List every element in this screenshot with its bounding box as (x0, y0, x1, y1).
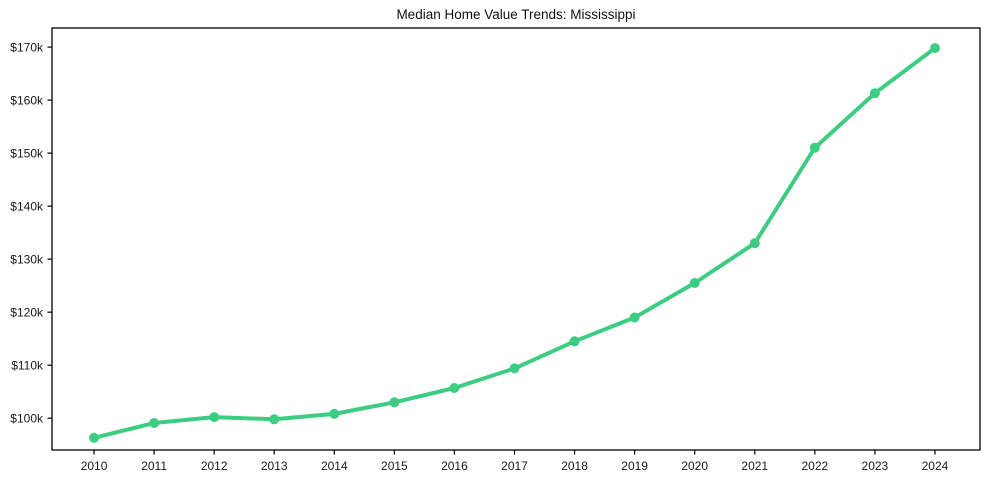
x-tick-label: 2017 (501, 459, 528, 473)
x-tick-label: 2011 (141, 459, 167, 473)
data-point (449, 383, 460, 393)
x-tick-label: 2012 (201, 459, 228, 473)
x-tick-label: 2021 (741, 459, 768, 473)
x-tick-label: 2023 (862, 459, 889, 473)
x-tick-label: 2016 (441, 459, 468, 473)
y-tick-label: $130k (10, 252, 44, 266)
chart-title: Median Home Value Trends: Mississippi (396, 7, 635, 22)
x-tick-label: 2013 (261, 459, 288, 473)
y-tick-label: $160k (10, 93, 44, 107)
data-point (569, 336, 580, 347)
x-tick-label: 2022 (801, 459, 828, 473)
y-tick-label: $120k (10, 305, 44, 319)
x-tick-label: 2014 (321, 459, 348, 473)
data-point (269, 414, 280, 425)
x-tick-label: 2024 (922, 459, 949, 473)
x-tick-label: 2018 (561, 459, 588, 473)
trend-line (92, 46, 937, 440)
y-tick-label: $150k (10, 146, 44, 160)
x-tick-label: 2019 (621, 459, 648, 473)
data-point (629, 312, 640, 323)
data-point (509, 363, 520, 374)
x-tick-label: 2020 (681, 459, 708, 473)
x-tick-label: 2015 (381, 459, 408, 473)
data-point (149, 418, 160, 428)
y-tick-label: $170k (10, 40, 44, 54)
plot-area: $100k $110k $120k $130k $140k $150k $160k $170k… (10, 27, 981, 473)
y-tick-label: $140k (10, 199, 44, 213)
y-tick-label: $110k (11, 358, 44, 372)
x-tick-label: 2010 (81, 459, 108, 473)
data-point (209, 412, 220, 423)
data-point (329, 408, 340, 419)
data-point (389, 397, 400, 408)
data-point (749, 238, 760, 249)
data-point (89, 432, 99, 443)
data-point (869, 88, 880, 99)
data-point (689, 278, 700, 288)
data-point (809, 142, 820, 153)
plot-frame (51, 27, 981, 451)
data-point (930, 43, 940, 54)
y-tick-label: $100k (10, 411, 44, 425)
